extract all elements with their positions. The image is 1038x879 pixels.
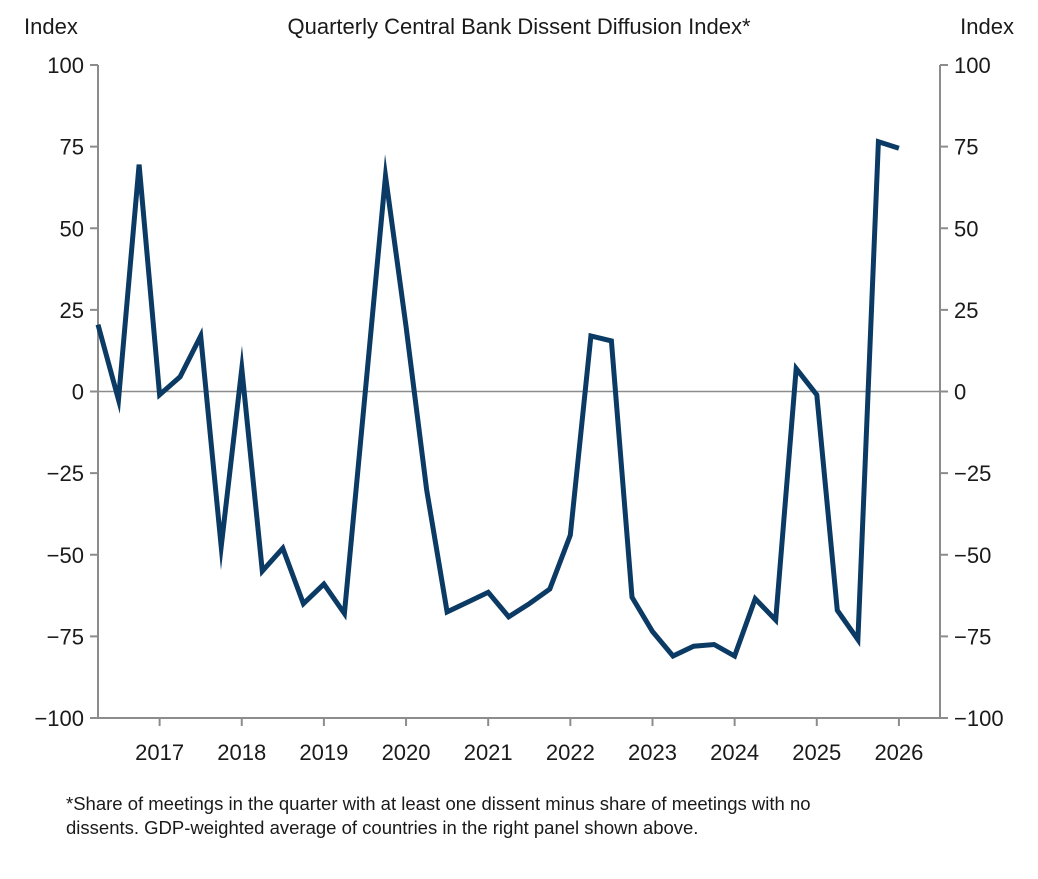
x-tick-label: 2018 bbox=[217, 740, 266, 765]
y-tick-label-right: −50 bbox=[954, 543, 991, 568]
y-tick-label-right: 75 bbox=[954, 135, 978, 160]
series-line bbox=[95, 138, 900, 660]
x-tick-label: 2017 bbox=[135, 740, 184, 765]
y-tick-label-right: 25 bbox=[954, 298, 978, 323]
y-tick-label-left: −100 bbox=[34, 706, 84, 731]
y-tick-label-left: 0 bbox=[72, 380, 84, 405]
y-tick-label-right: −75 bbox=[954, 624, 991, 649]
y-tick-label-left: 50 bbox=[60, 216, 84, 241]
x-tick-label: 2021 bbox=[464, 740, 513, 765]
y-tick-label-right: −25 bbox=[954, 461, 991, 486]
left-axis-title: Index bbox=[24, 14, 78, 39]
x-tick-label: 2026 bbox=[874, 740, 923, 765]
x-tick-label: 2022 bbox=[546, 740, 595, 765]
y-tick-label-left: −25 bbox=[47, 461, 84, 486]
chart-title: Quarterly Central Bank Dissent Diffusion… bbox=[287, 14, 750, 39]
y-tick-label-right: −100 bbox=[954, 706, 1004, 731]
y-tick-label-left: −75 bbox=[47, 624, 84, 649]
x-tick-label: 2023 bbox=[628, 740, 677, 765]
x-tick-label: 2024 bbox=[710, 740, 759, 765]
y-tick-label-left: 100 bbox=[47, 53, 84, 78]
line-chart: Index Quarterly Central Bank Dissent Dif… bbox=[24, 14, 1014, 765]
y-tick-label-left: −50 bbox=[47, 543, 84, 568]
y-tick-label-right: 0 bbox=[954, 380, 966, 405]
x-tick-label: 2025 bbox=[792, 740, 841, 765]
y-tick-label-left: 75 bbox=[60, 135, 84, 160]
right-axis-title: Index bbox=[960, 14, 1014, 39]
y-tick-label-left: 25 bbox=[60, 298, 84, 323]
y-tick-label-right: 100 bbox=[954, 53, 991, 78]
x-tick-label: 2020 bbox=[382, 740, 431, 765]
x-tick-label: 2019 bbox=[299, 740, 348, 765]
footnote: *Share of meetings in the quarter with a… bbox=[66, 793, 811, 838]
y-tick-label-right: 50 bbox=[954, 216, 978, 241]
